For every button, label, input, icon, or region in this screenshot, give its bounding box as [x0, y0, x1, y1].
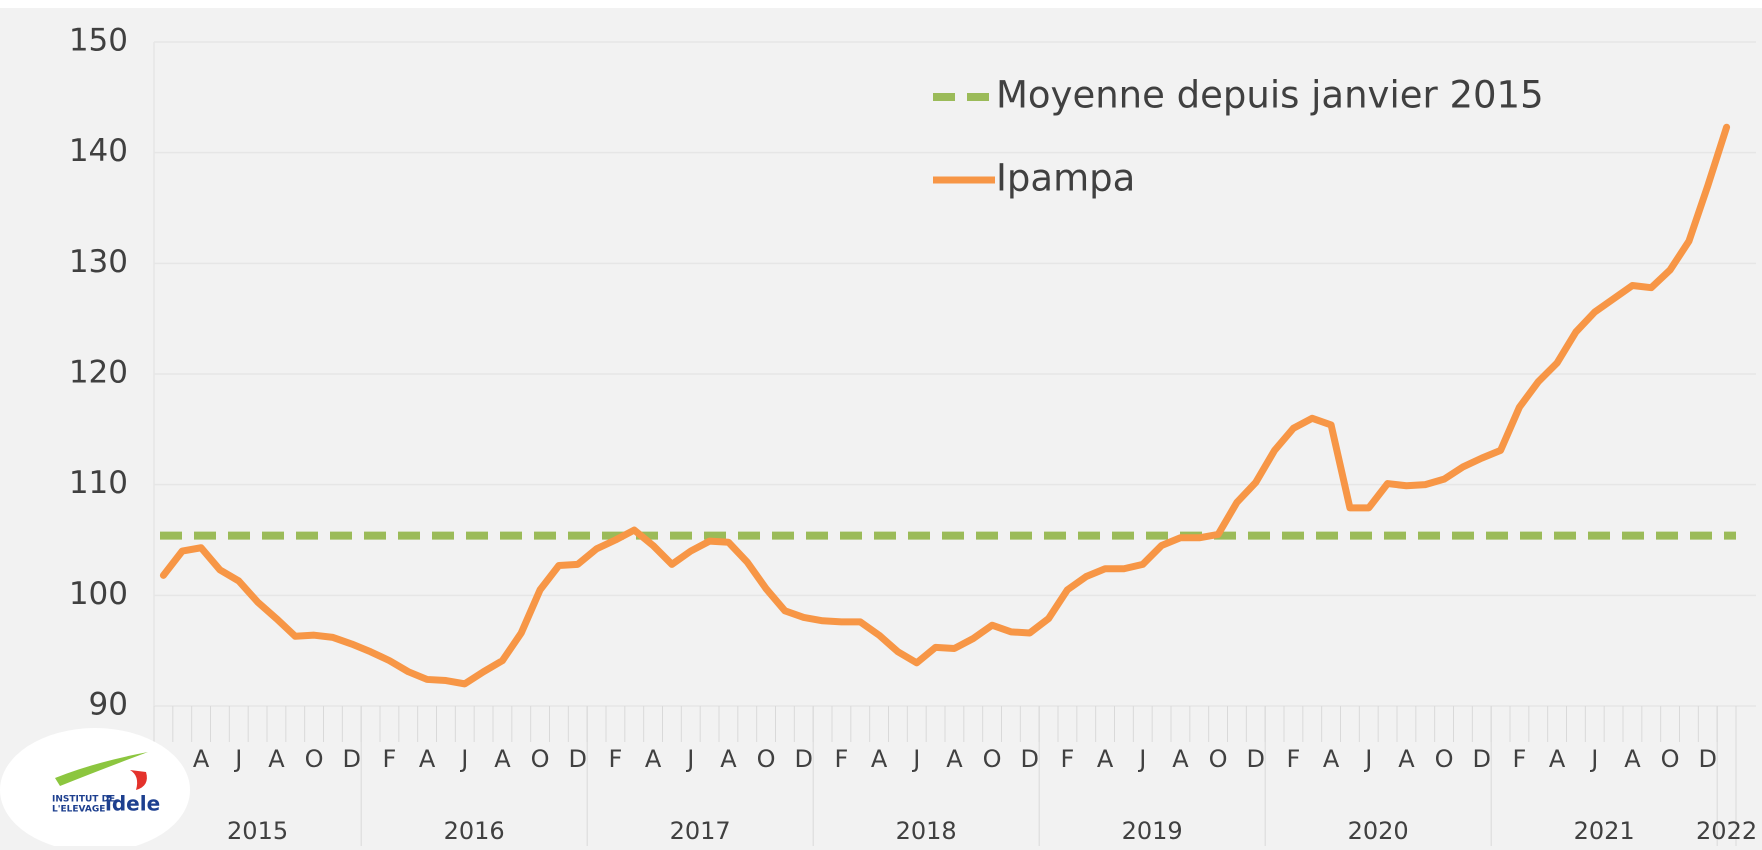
x-tick-label: O: [983, 745, 1002, 773]
x-tick-label: J: [233, 745, 242, 773]
x-tick-label: D: [795, 745, 813, 773]
x-tick-label: O: [305, 745, 324, 773]
x-tick-label: J: [685, 745, 694, 773]
x-tick-label: D: [569, 745, 587, 773]
year-label: 2019: [1122, 817, 1183, 845]
legend-label: Ipampa: [996, 157, 1135, 200]
logo-mark: [130, 770, 147, 790]
y-tick-label: 150: [69, 23, 128, 59]
year-label: 2020: [1348, 817, 1409, 845]
x-tick-label: D: [343, 745, 361, 773]
x-tick-label: J: [459, 745, 468, 773]
year-label: 2016: [444, 817, 505, 845]
x-tick-label: D: [1247, 745, 1265, 773]
x-tick-label: F: [1287, 745, 1301, 773]
x-tick-label: A: [494, 745, 511, 773]
x-tick-label: A: [946, 745, 963, 773]
x-tick-label: O: [531, 745, 550, 773]
year-label: 2021: [1574, 817, 1635, 845]
x-tick-label: A: [1097, 745, 1114, 773]
y-tick-label: 120: [69, 355, 128, 391]
year-label: 2022: [1696, 817, 1757, 845]
x-tick-label: A: [1398, 745, 1415, 773]
x-tick-label: O: [757, 745, 776, 773]
x-tick-label: D: [1021, 745, 1039, 773]
x-tick-label: A: [1172, 745, 1189, 773]
x-tick-label: A: [419, 745, 436, 773]
x-tick-label: J: [911, 745, 920, 773]
x-tick-label: J: [1589, 745, 1598, 773]
top-strip: [0, 0, 1762, 8]
logo: INSTITUT DE L'ELEVAGE idele: [0, 728, 190, 850]
x-tick-label: D: [1699, 745, 1717, 773]
year-label: 2017: [670, 817, 731, 845]
x-tick-label: A: [193, 745, 210, 773]
x-tick-label: O: [1435, 745, 1454, 773]
year-label: 2015: [227, 817, 288, 845]
y-tick-label: 130: [69, 244, 128, 280]
x-tick-label: A: [1624, 745, 1641, 773]
data-line: [159, 123, 1731, 688]
x-tick-label: F: [1061, 745, 1075, 773]
logo-text: INSTITUT DE: [52, 795, 115, 805]
x-tick-label: F: [835, 745, 849, 773]
logo-swoosh: [55, 752, 148, 786]
x-tick-label: J: [1137, 745, 1146, 773]
x-tick-label: O: [1661, 745, 1680, 773]
x-tick-label: O: [1209, 745, 1228, 773]
y-tick-label: 140: [69, 133, 128, 169]
x-tick-label: A: [720, 745, 737, 773]
x-tick-label: A: [871, 745, 888, 773]
y-tick-label: 100: [69, 576, 128, 612]
x-tick-label: F: [1513, 745, 1527, 773]
x-tick-label: D: [1473, 745, 1491, 773]
x-tick-label: F: [609, 745, 623, 773]
x-tick-label: A: [1549, 745, 1566, 773]
y-tick-label: 90: [89, 687, 128, 723]
x-tick-label: F: [383, 745, 397, 773]
x-tick-label: A: [268, 745, 285, 773]
x-tick-label: J: [1363, 745, 1372, 773]
logo-background: [0, 728, 190, 850]
x-tick-label: A: [645, 745, 662, 773]
logo-brand: idele: [105, 792, 160, 816]
year-label: 2018: [896, 817, 957, 845]
logo-text: L'ELEVAGE: [52, 805, 105, 815]
x-tick-label: A: [1323, 745, 1340, 773]
y-tick-label: 110: [69, 465, 128, 501]
legend-label: Moyenne depuis janvier 2015: [996, 74, 1544, 117]
